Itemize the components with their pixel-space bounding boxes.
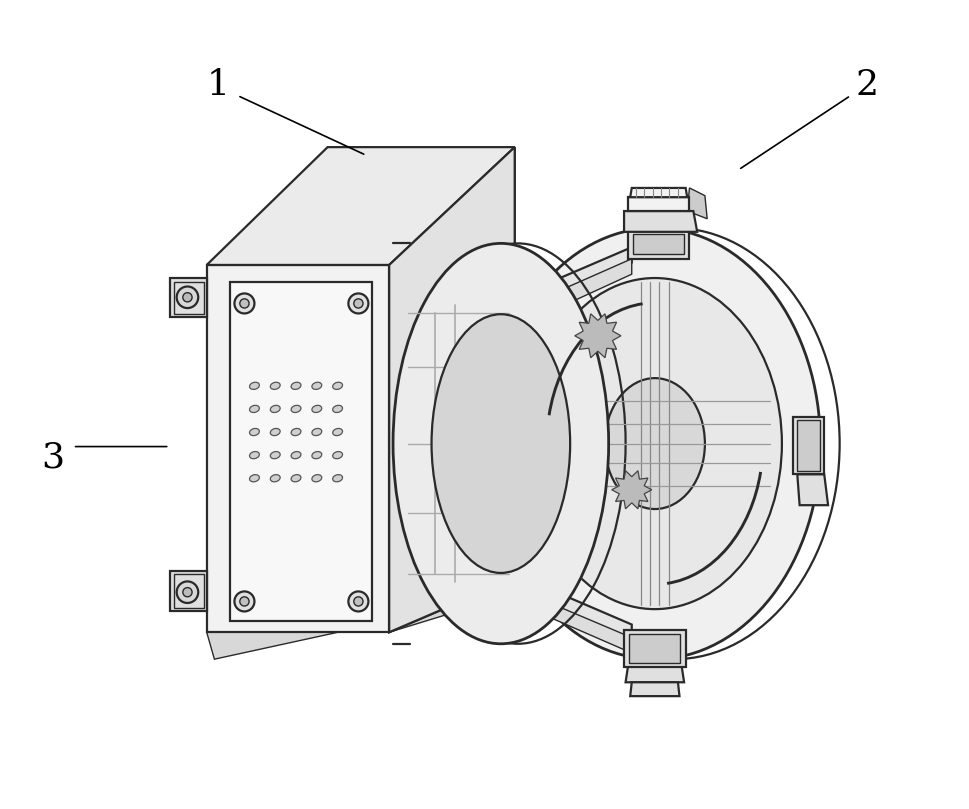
Ellipse shape [393, 244, 609, 644]
Ellipse shape [312, 429, 322, 435]
Ellipse shape [270, 405, 280, 413]
Ellipse shape [312, 382, 322, 389]
Circle shape [183, 293, 192, 302]
Ellipse shape [489, 228, 821, 659]
Polygon shape [624, 630, 686, 667]
Circle shape [239, 597, 249, 606]
Ellipse shape [291, 382, 301, 389]
Ellipse shape [605, 378, 704, 509]
Circle shape [354, 597, 363, 606]
Polygon shape [501, 248, 632, 320]
Circle shape [183, 587, 192, 597]
Polygon shape [630, 682, 679, 696]
Ellipse shape [431, 314, 570, 573]
Text: 2: 2 [856, 68, 879, 102]
Ellipse shape [270, 382, 280, 389]
Ellipse shape [312, 405, 322, 413]
Circle shape [234, 294, 255, 313]
Ellipse shape [312, 475, 322, 482]
Polygon shape [797, 474, 828, 505]
Polygon shape [794, 417, 825, 474]
Ellipse shape [270, 475, 280, 482]
Polygon shape [390, 147, 515, 632]
Polygon shape [687, 188, 707, 218]
Polygon shape [634, 234, 684, 254]
Circle shape [349, 591, 368, 612]
Circle shape [176, 582, 199, 603]
Polygon shape [501, 259, 632, 334]
Polygon shape [575, 314, 621, 358]
Polygon shape [630, 188, 687, 197]
Ellipse shape [332, 382, 342, 389]
Polygon shape [632, 218, 686, 230]
Ellipse shape [270, 429, 280, 435]
Polygon shape [628, 230, 690, 259]
Polygon shape [636, 230, 682, 259]
Ellipse shape [270, 451, 280, 459]
Ellipse shape [332, 429, 342, 435]
Ellipse shape [291, 451, 301, 459]
Polygon shape [626, 667, 684, 682]
Polygon shape [501, 582, 632, 653]
Polygon shape [206, 594, 515, 659]
Ellipse shape [312, 451, 322, 459]
Polygon shape [390, 147, 515, 632]
Ellipse shape [291, 429, 301, 435]
Circle shape [234, 591, 255, 612]
Ellipse shape [332, 405, 342, 413]
Polygon shape [628, 197, 690, 211]
Ellipse shape [332, 475, 342, 482]
Ellipse shape [250, 405, 260, 413]
Ellipse shape [250, 451, 260, 459]
Ellipse shape [291, 475, 301, 482]
Polygon shape [630, 633, 680, 663]
Text: 3: 3 [42, 440, 65, 474]
Text: 1: 1 [206, 68, 230, 102]
Polygon shape [797, 421, 821, 471]
Circle shape [354, 299, 363, 308]
Polygon shape [624, 211, 698, 232]
Polygon shape [170, 278, 206, 316]
Bar [230, 282, 372, 621]
Polygon shape [206, 265, 390, 632]
Polygon shape [611, 471, 652, 509]
Circle shape [176, 286, 199, 308]
Polygon shape [170, 570, 206, 612]
Polygon shape [206, 147, 515, 265]
Ellipse shape [332, 451, 342, 459]
Circle shape [349, 294, 368, 313]
Ellipse shape [250, 429, 260, 435]
Ellipse shape [528, 278, 782, 609]
Circle shape [239, 299, 249, 308]
Polygon shape [501, 568, 632, 640]
Ellipse shape [250, 382, 260, 389]
Ellipse shape [291, 405, 301, 413]
Polygon shape [434, 301, 456, 584]
Ellipse shape [250, 475, 260, 482]
